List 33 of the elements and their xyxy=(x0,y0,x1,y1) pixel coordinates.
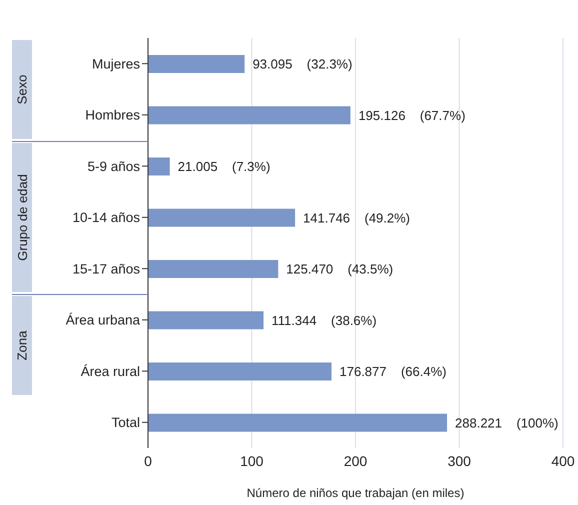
x-tick-label: 0 xyxy=(144,452,152,469)
y-tick-label: 5-9 años xyxy=(87,158,140,174)
data-label: 21.005 (7.3%) xyxy=(178,159,270,174)
data-label: 176.877 (66.4%) xyxy=(340,364,446,380)
x-tick-label: 200 xyxy=(344,452,368,469)
y-tick-label: 10-14 años xyxy=(72,210,140,226)
bar xyxy=(148,362,332,380)
x-tick-label: 100 xyxy=(240,452,264,469)
data-label: 195.126 (67.7%) xyxy=(358,108,466,123)
x-tick-label: 300 xyxy=(448,452,472,469)
bar xyxy=(148,311,264,330)
y-tick-label: Total xyxy=(111,415,140,430)
bar xyxy=(148,260,278,278)
x-tick-label: 400 xyxy=(551,452,575,469)
data-label: 93.095 (32.3%) xyxy=(252,56,352,72)
bar xyxy=(148,208,296,227)
y-tick-label: 15-17 años xyxy=(72,261,140,276)
text: Grupo de edad xyxy=(14,174,30,261)
text: Zona xyxy=(14,330,30,360)
bar xyxy=(148,414,448,432)
y-tick-label: Área urbana xyxy=(66,312,140,328)
bar xyxy=(148,158,170,176)
y-tick-label: Hombres xyxy=(85,108,140,123)
y-tick-label: Mujeres xyxy=(92,56,140,72)
data-label: 125.470 (43.5%) xyxy=(286,262,394,277)
data-label: 288.221 (100%) xyxy=(455,415,558,430)
bar xyxy=(148,55,245,73)
text: Sexo xyxy=(14,74,30,104)
bar xyxy=(148,106,350,124)
y-tick-label: Área rural xyxy=(80,364,140,379)
data-label: 141.746 (49.2%) xyxy=(303,210,410,226)
x-axis-title: Número de niños que trabajan (en miles) xyxy=(246,486,464,500)
data-label: 111.344 (38.6%) xyxy=(272,312,377,328)
